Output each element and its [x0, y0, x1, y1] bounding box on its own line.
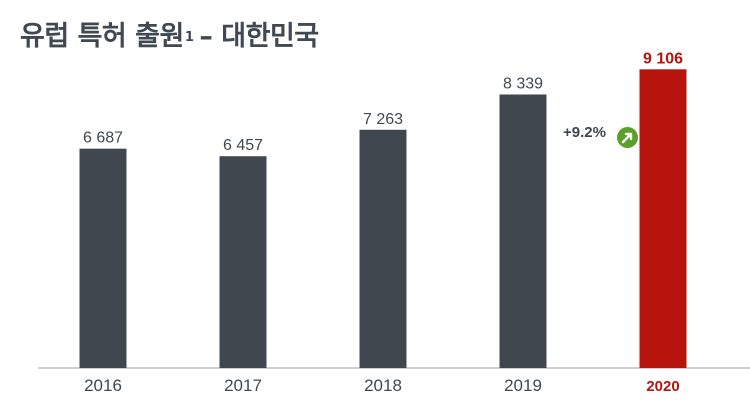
bar-2016 — [79, 148, 127, 368]
value-label-2020: 9 106 — [643, 50, 683, 67]
title-main: 유럽 특허 출원 — [20, 21, 184, 52]
up-right-arrow-icon — [617, 127, 638, 148]
bar-2018 — [359, 129, 407, 368]
x-tick-2018: 2018 — [364, 376, 402, 395]
x-tick-2017: 2017 — [224, 376, 262, 395]
title-suffix: – 대한민국 — [199, 21, 319, 52]
bar-2020 — [639, 69, 687, 369]
value-label-2018: 7 263 — [363, 111, 403, 128]
growth-annotation: +9.2% — [563, 124, 606, 141]
bar-2017 — [219, 156, 267, 368]
title-footnote: 1 — [184, 30, 194, 45]
value-label-2016: 6 687 — [83, 130, 123, 147]
x-tick-2019: 2019 — [504, 376, 542, 395]
value-label-2019: 8 339 — [503, 75, 543, 92]
value-label-2017: 6 457 — [223, 137, 263, 154]
x-tick-2020: 2020 — [646, 378, 679, 395]
bar-2019 — [499, 94, 547, 368]
chart-title: 유럽 특허 출원1 – 대한민국 — [20, 14, 319, 53]
x-tick-2016: 2016 — [84, 376, 122, 395]
